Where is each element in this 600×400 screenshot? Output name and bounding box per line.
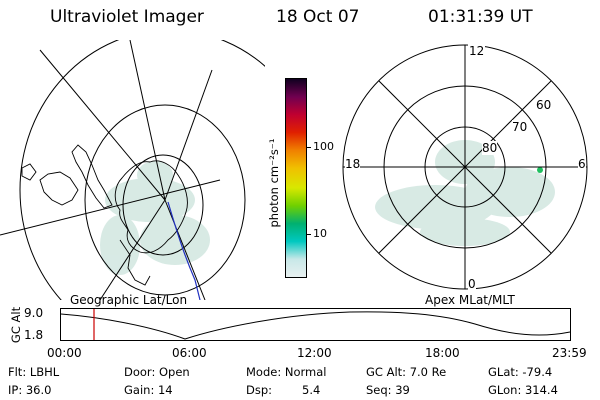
colorbar-tick-label-100: 100	[313, 140, 334, 153]
mlat-label-70: 70	[512, 120, 528, 134]
colorbar-gradient	[286, 79, 306, 277]
geo-meridian	[0, 179, 221, 236]
geo-meridian	[39, 49, 166, 201]
colorbar-tick	[307, 147, 311, 148]
gain-status: Gain: 14	[124, 383, 173, 397]
timeline-x-tick: 18:00	[425, 346, 460, 360]
timeline-y-label: GC Alt	[9, 306, 23, 344]
geo-coastline	[21, 163, 37, 181]
magnetic-panel-label: Apex MLat/MLT	[425, 293, 515, 307]
mlt-label-bottom: 0	[468, 277, 476, 291]
mag-hotspot	[537, 167, 543, 173]
altitude-curve	[60, 311, 571, 340]
colorbar-unit-label: photon cm⁻²s⁻¹	[267, 138, 281, 228]
timeline-y-tick-max: 9.0	[24, 306, 44, 320]
timeline-x-tick: 23:59	[552, 346, 587, 360]
geo-coastline	[114, 160, 188, 254]
sequence-status: Seq: 39	[366, 383, 410, 397]
observation-time: 01:31:39 UT	[428, 7, 533, 27]
satellite-ground-track	[167, 201, 201, 300]
ip-status: IP: 36.0	[8, 383, 52, 397]
colorbar-tick-label-10: 10	[313, 227, 327, 240]
geo-meridian	[129, 40, 166, 201]
colorbar-tick	[307, 234, 311, 235]
gc-altitude-status: GC Alt: 7.0 Re	[366, 365, 447, 379]
altitude-timeline	[60, 308, 571, 341]
mode-status: Mode: Normal	[246, 365, 327, 379]
mlat-label-60: 60	[536, 98, 552, 112]
filter-status: Flt: LBHL	[8, 365, 60, 379]
geo-lat-ring-middle	[84, 104, 246, 296]
timeline-y-tick-min: 1.8	[24, 328, 44, 342]
door-status: Door: Open	[124, 365, 190, 379]
geographic-longitude: GLon: 314.4	[488, 383, 558, 397]
geo-meridian	[164, 69, 213, 201]
timeline-frame	[60, 308, 571, 341]
timeline-x-tick: 00:00	[47, 346, 82, 360]
geo-coastline	[71, 144, 113, 209]
magnetic-polar-plot	[342, 44, 588, 290]
mlt-diagonal	[378, 80, 552, 254]
instrument-title: Ultraviolet Imager	[50, 7, 204, 27]
intensity-colorbar	[285, 78, 307, 278]
timeline-x-tick: 06:00	[172, 346, 207, 360]
mlt-label-top: 12	[468, 44, 486, 58]
geographic-latitude: GLat: -79.4	[488, 365, 553, 379]
geographic-panel-label: Geographic Lat/Lon	[70, 293, 188, 307]
mlt-label-left: 18	[345, 157, 361, 171]
dsp-label: Dsp:	[246, 383, 273, 397]
geo-meridian	[99, 199, 166, 300]
geo-aurora-emission	[100, 161, 210, 275]
geo-coastline	[39, 171, 79, 206]
dsp-value: 5.4	[302, 383, 321, 397]
timeline-x-tick: 12:00	[297, 346, 332, 360]
mlt-label-right: 6	[578, 157, 586, 171]
geo-meridian	[164, 199, 206, 300]
geo-lat-ring-inner	[122, 154, 204, 256]
geographic-map	[0, 40, 265, 300]
observation-date: 18 Oct 07	[276, 7, 360, 27]
geo-lat-ring-outer	[19, 40, 265, 300]
mlat-label-80: 80	[482, 141, 498, 155]
geo-coastline	[119, 239, 151, 286]
